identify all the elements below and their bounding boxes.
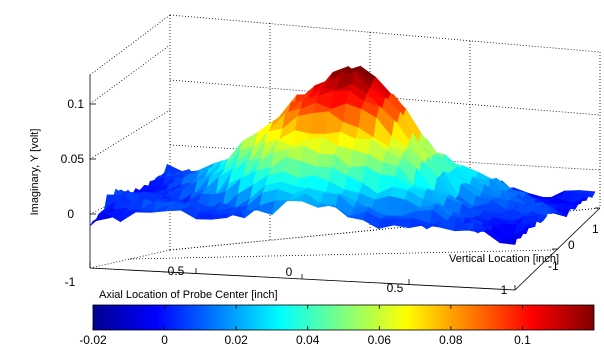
z-tick-label: 0 bbox=[67, 207, 74, 221]
x-tick-label: 0 bbox=[286, 265, 293, 279]
colorbar: -0.02 0 0.02 0.04 0.06 0.08 0.1 bbox=[79, 304, 595, 347]
y-tick-label: -1 bbox=[548, 259, 559, 273]
tick-marks bbox=[89, 103, 600, 290]
surface-patch bbox=[393, 218, 413, 229]
colorbar-ticks: -0.02 0 0.02 0.04 0.06 0.08 0.1 bbox=[79, 305, 531, 347]
y-tick-label: 1 bbox=[592, 222, 599, 236]
y-tick-label: 0 bbox=[568, 238, 575, 252]
z-tick-labels: 0 0.05 0.1 bbox=[61, 97, 85, 221]
x-tick-label: 0.5 bbox=[387, 281, 404, 295]
z-tick-label: 0.05 bbox=[61, 152, 85, 166]
colorbar-tick-label: 0.04 bbox=[296, 333, 320, 347]
colorbar-tick-label: 0.1 bbox=[514, 333, 531, 347]
x-tick-label: -1 bbox=[65, 275, 76, 289]
x-tick-label: -0.5 bbox=[164, 264, 185, 278]
z-axis-label: Imaginary, Y [volt] bbox=[29, 129, 41, 216]
y-tick-labels: -1 0 1 bbox=[548, 222, 599, 273]
colorbar-tick-label: 0.02 bbox=[224, 333, 248, 347]
colorbar-tick-label: 0.06 bbox=[368, 333, 392, 347]
x-tick-labels: -1 -0.5 0 0.5 1 bbox=[65, 264, 508, 297]
surface-patch bbox=[309, 111, 329, 135]
z-tick-label: 0.1 bbox=[67, 97, 84, 111]
colorbar-gradient bbox=[92, 304, 595, 331]
surface-patch bbox=[377, 218, 397, 230]
surface-patch bbox=[498, 233, 519, 245]
surface-patch bbox=[210, 213, 231, 220]
colorbar-tick-label: 0 bbox=[161, 333, 168, 347]
colorbar-tick-label: -0.02 bbox=[79, 333, 107, 347]
surface-patch bbox=[316, 153, 336, 169]
surface-patch bbox=[271, 200, 291, 216]
y-axis-label: Vertical Location [inch] bbox=[449, 253, 559, 265]
surface-mesh bbox=[89, 65, 596, 245]
x-tick-label: 1 bbox=[501, 283, 508, 297]
x-axis-label: Axial Location of Probe Center [inch] bbox=[99, 289, 278, 301]
colorbar-tick-label: 0.08 bbox=[439, 333, 463, 347]
surface-patch bbox=[386, 195, 406, 217]
